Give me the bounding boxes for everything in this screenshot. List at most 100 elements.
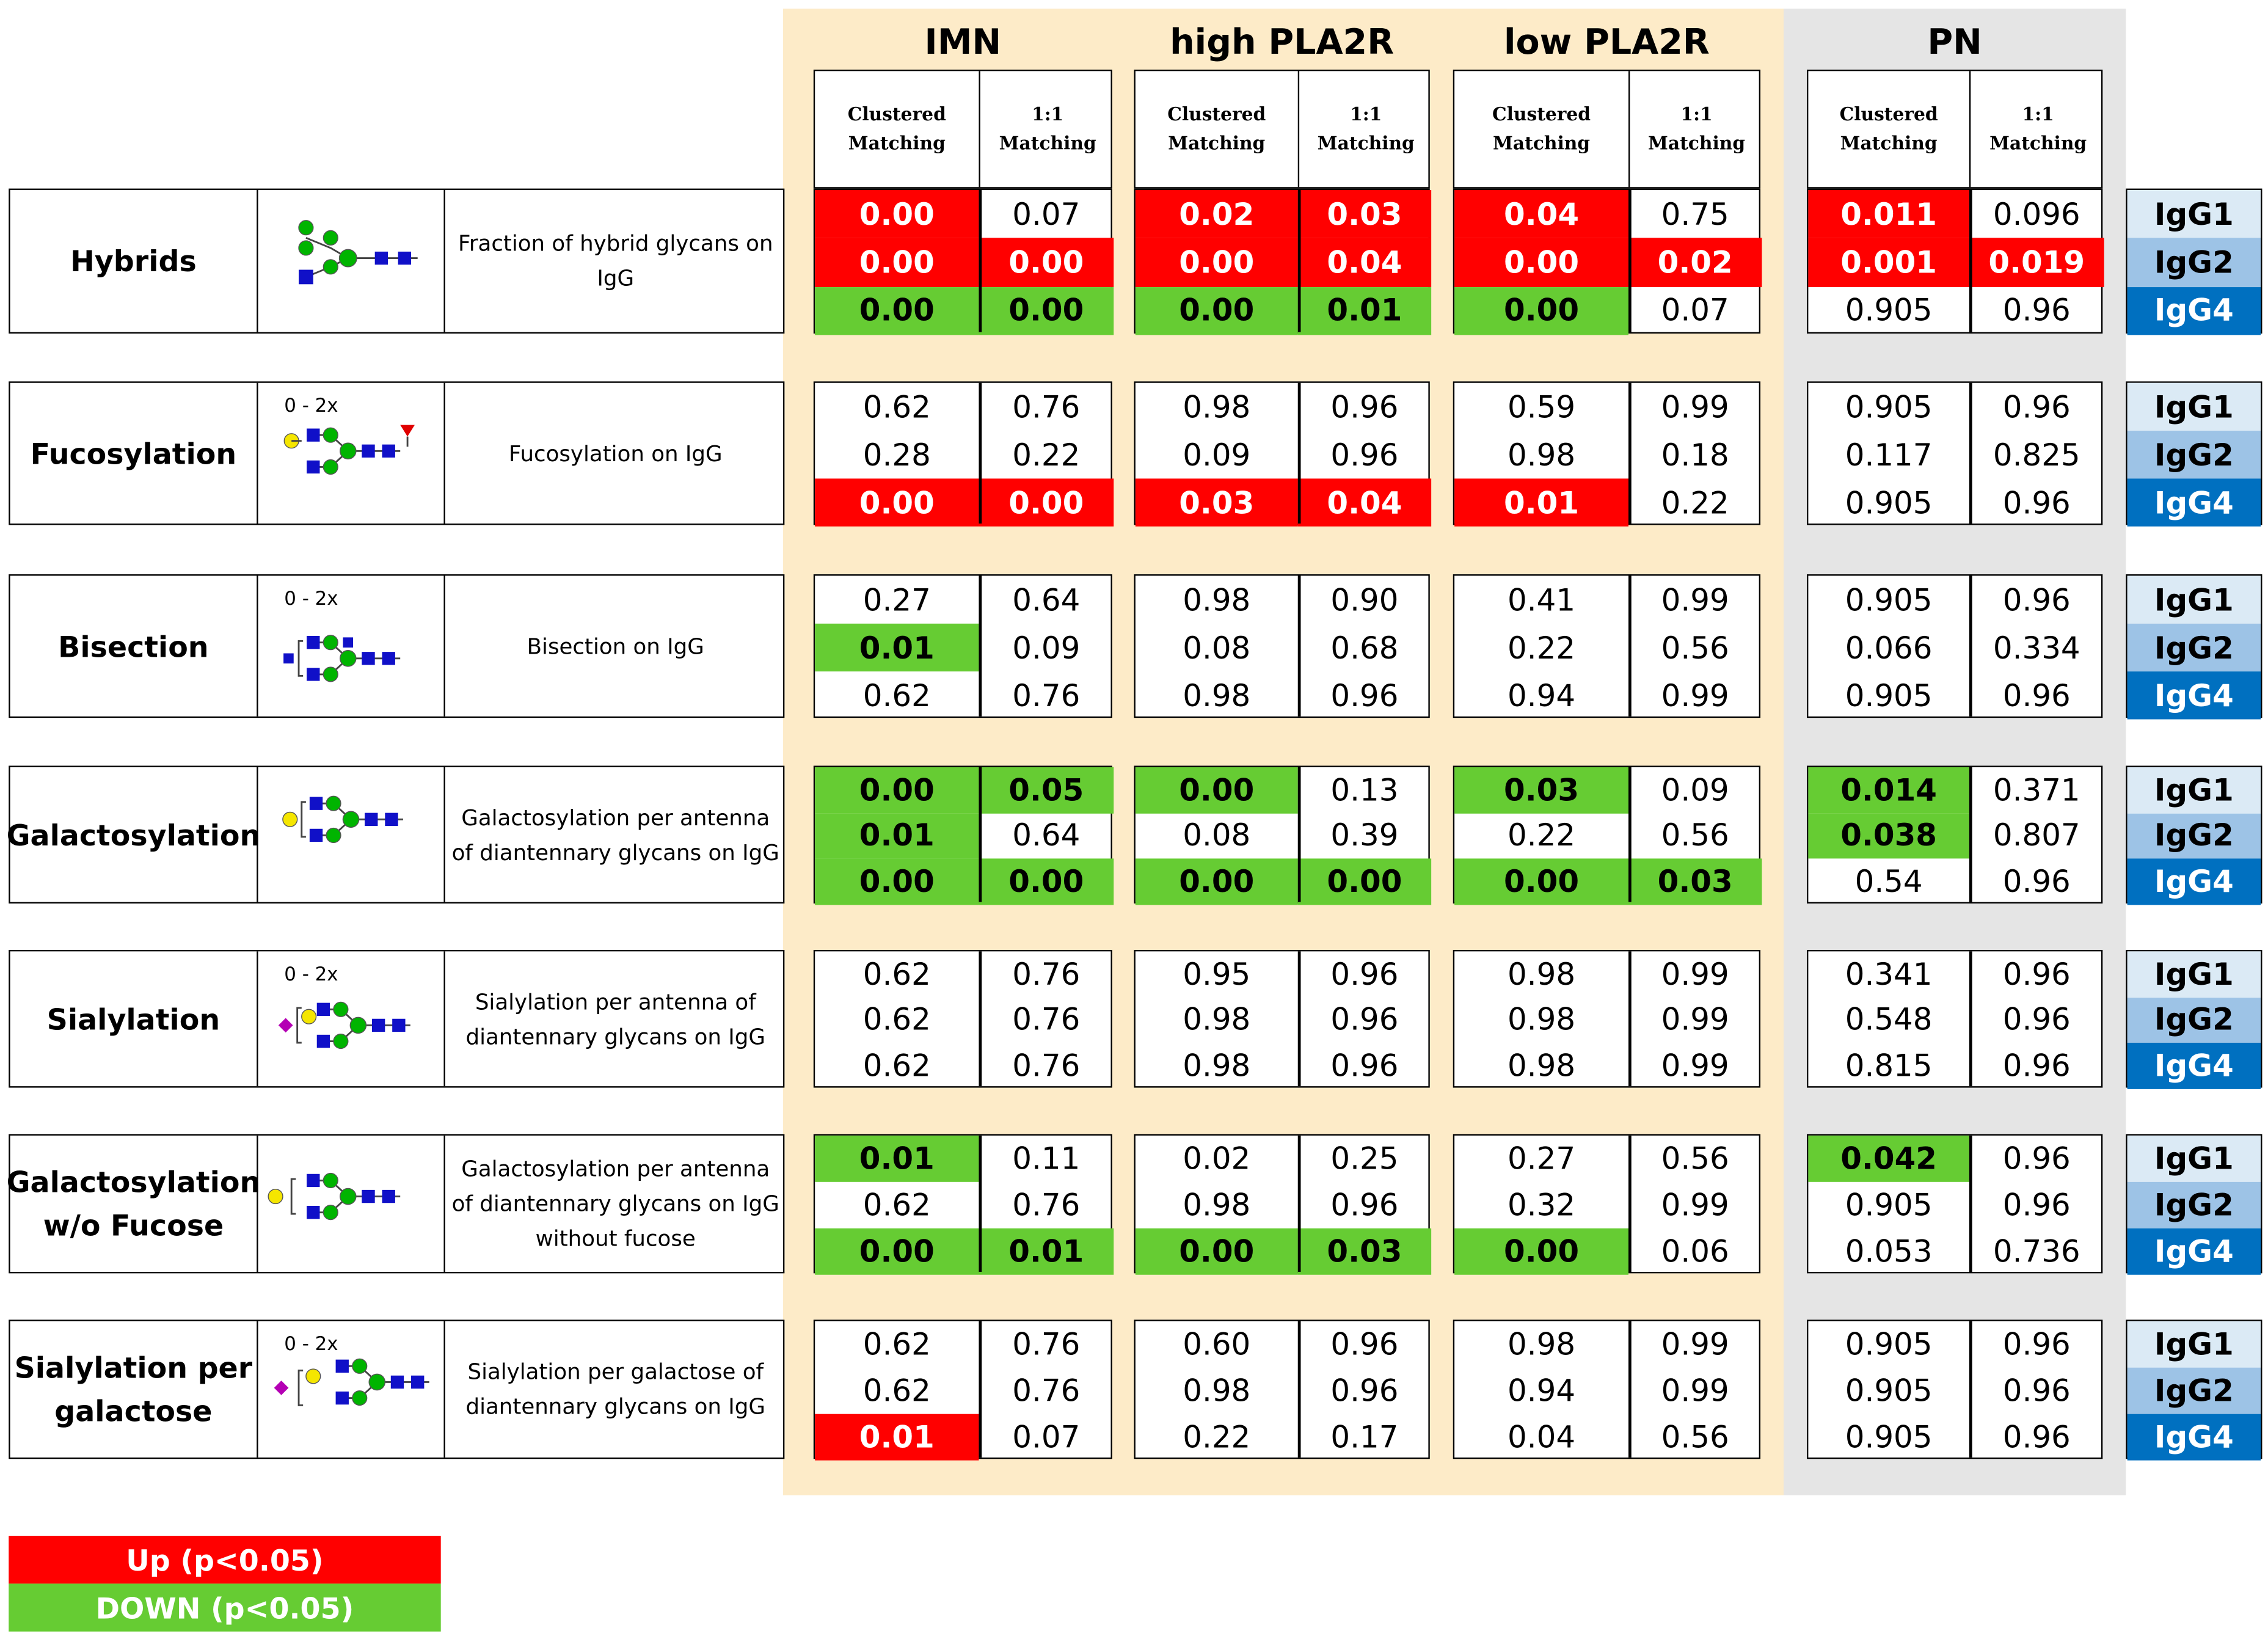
row-label: Fucosylation bbox=[30, 436, 237, 471]
isotype-igg4: IgG4 bbox=[2127, 1043, 2261, 1089]
value-cell: 0.03 bbox=[1454, 767, 1629, 813]
subheader-clustered-matching: Clustered Matching bbox=[1492, 103, 1591, 154]
column-divider bbox=[1628, 189, 1631, 332]
values-pn-hybrids: 0.011 0.096 0.001 0.019 0.905 0.96 bbox=[1807, 188, 2104, 334]
value-cell: 0.00 bbox=[1454, 859, 1629, 905]
value-cell: 0.99 bbox=[1661, 582, 1729, 618]
value-cell: 0.04 bbox=[1297, 478, 1432, 527]
value-cell: 0.98 bbox=[1183, 582, 1251, 618]
icon-multiplier-label: 0 - 2x bbox=[284, 395, 338, 417]
isotype-igg1: IgG1 bbox=[2127, 189, 2261, 239]
value-cell: 0.98 bbox=[1183, 1048, 1251, 1084]
value-cell: 0.98 bbox=[1508, 437, 1576, 472]
row-description: Sialylation per galactose of diantennary… bbox=[465, 1359, 766, 1420]
value-cell: 0.01 bbox=[1454, 478, 1629, 527]
group-title-low-pla2r: low PLA2R bbox=[1503, 21, 1710, 63]
value-cell: 0.815 bbox=[1845, 1048, 1933, 1084]
column-divider bbox=[1628, 767, 1631, 902]
values-high-pla2r-hybrids: 0.02 0.03 0.00 0.04 0.00 0.01 bbox=[1134, 188, 1432, 335]
value-cell: 0.98 bbox=[1183, 677, 1251, 713]
value-cell: 0.00 bbox=[979, 287, 1114, 335]
value-cell: 0.96 bbox=[2002, 677, 2071, 713]
isotype-igg4: IgG4 bbox=[2127, 1414, 2261, 1461]
subheader-high-pla2r: Clustered Matching 1:1 Matching bbox=[1134, 69, 1430, 189]
value-cell: 0.75 bbox=[1661, 197, 1729, 232]
subheader-clustered-matching: Clustered Matching bbox=[1167, 103, 1266, 154]
value-cell: 0.96 bbox=[2002, 1373, 2071, 1409]
values-high-pla2r-galactosylation-w-o-fucose: 0.02 0.25 0.98 0.96 0.00 0.03 bbox=[1134, 1134, 1432, 1275]
fucosylated-glycan-icon: 0 - 2x bbox=[257, 382, 445, 524]
row-description: Bisection on IgG bbox=[527, 633, 704, 659]
galactosylated-afucosylated-glycan-icon bbox=[257, 1135, 445, 1272]
values-imn-sialylation-per-galactose: 0.62 0.76 0.62 0.76 0.01 0.07 bbox=[813, 1320, 1112, 1461]
value-cell: 0.00 bbox=[1135, 767, 1298, 813]
glycan-structure-drawing bbox=[298, 220, 418, 285]
value-cell: 0.96 bbox=[2002, 1002, 2071, 1038]
value-cell: 0.68 bbox=[1330, 630, 1399, 665]
isotype-igg2: IgG2 bbox=[2127, 812, 2261, 860]
column-divider bbox=[979, 1135, 982, 1272]
value-cell: 0.06 bbox=[1661, 1234, 1729, 1269]
value-cell: 0.00 bbox=[1135, 287, 1298, 335]
value-cell: 0.07 bbox=[1012, 1420, 1081, 1455]
value-cell: 0.736 bbox=[1993, 1234, 2080, 1269]
value-cell: 0.371 bbox=[1993, 772, 2080, 808]
value-cell: 0.03 bbox=[1135, 478, 1298, 527]
isotype-igg4: IgG4 bbox=[2127, 478, 2261, 527]
isotype-igg2: IgG2 bbox=[2127, 431, 2261, 479]
isotype-igg1: IgG1 bbox=[2127, 1321, 2261, 1368]
value-cell: 0.25 bbox=[1330, 1141, 1399, 1177]
value-cell: 0.62 bbox=[862, 1048, 931, 1084]
value-cell: 0.96 bbox=[2002, 389, 2071, 425]
values-high-pla2r-sialylation-per-galactose: 0.60 0.96 0.98 0.96 0.22 0.17 bbox=[1134, 1320, 1430, 1459]
isotype-igg4: IgG4 bbox=[2127, 287, 2261, 335]
values-imn-galactosylation-w-o-fucose: 0.01 0.11 0.62 0.76 0.00 0.01 bbox=[813, 1134, 1114, 1275]
value-cell: 0.99 bbox=[1661, 1188, 1729, 1223]
isotype-igg4: IgG4 bbox=[2127, 671, 2261, 720]
value-cell: 0.00 bbox=[979, 238, 1114, 287]
value-cell: 0.28 bbox=[862, 437, 931, 472]
values-imn-fucosylation: 0.62 0.76 0.28 0.22 0.00 0.00 bbox=[813, 381, 1114, 527]
group-title-imn: IMN bbox=[924, 21, 1002, 63]
column-divider bbox=[1628, 1135, 1631, 1272]
value-cell: 0.00 bbox=[1454, 287, 1629, 335]
value-cell: 0.27 bbox=[862, 582, 931, 618]
column-divider bbox=[1628, 382, 1631, 524]
value-cell: 0.60 bbox=[1183, 1327, 1251, 1362]
isotype-igg2: IgG2 bbox=[2127, 1181, 2261, 1228]
glycan-structure-drawing bbox=[282, 795, 403, 844]
value-cell: 0.96 bbox=[1330, 957, 1399, 992]
isotype-labels: IgG1 IgG2 IgG4 bbox=[2126, 949, 2263, 1089]
value-cell: 0.117 bbox=[1845, 437, 1933, 472]
value-cell: 0.00 bbox=[815, 767, 979, 813]
isotype-labels: IgG1 IgG2 IgG4 bbox=[2126, 381, 2263, 527]
value-cell: 0.98 bbox=[1508, 1048, 1576, 1084]
value-cell: 0.96 bbox=[2002, 1188, 2071, 1223]
subheader-imn: Clustered Matching 1:1 Matching bbox=[813, 69, 1112, 189]
column-divider bbox=[1969, 767, 1972, 902]
sialylated-per-galactose-glycan-icon: 0 - 2x bbox=[257, 1321, 445, 1458]
galactosylated-glycan-icon bbox=[257, 767, 445, 902]
value-cell: 0.98 bbox=[1508, 1327, 1576, 1362]
row-info-fucosylation: Fucosylation 0 - 2x Fucosylation on IgG bbox=[9, 381, 785, 525]
value-cell: 0.98 bbox=[1183, 389, 1251, 425]
values-pn-galactosylation: 0.014 0.371 0.038 0.807 0.54 0.96 bbox=[1807, 765, 2103, 904]
isotype-igg1: IgG1 bbox=[2127, 951, 2261, 998]
values-pn-galactosylation-w-o-fucose: 0.042 0.96 0.905 0.96 0.053 0.736 bbox=[1807, 1134, 2103, 1274]
value-cell: 0.22 bbox=[1183, 1420, 1251, 1455]
value-cell: 0.96 bbox=[2002, 1327, 2071, 1362]
value-cell: 0.01 bbox=[1297, 287, 1432, 335]
values-pn-sialylation-per-galactose: 0.905 0.96 0.905 0.96 0.905 0.96 bbox=[1807, 1320, 2103, 1459]
value-cell: 0.96 bbox=[1330, 1188, 1399, 1223]
row-label: Sialylation bbox=[46, 1001, 221, 1037]
value-cell: 0.00 bbox=[815, 478, 979, 527]
column-divider bbox=[1297, 575, 1300, 717]
glycan-structure-drawing: 0 - 2x bbox=[283, 588, 401, 682]
values-pn-bisection: 0.905 0.96 0.066 0.334 0.905 0.96 bbox=[1807, 574, 2103, 718]
value-cell: 0.99 bbox=[1661, 677, 1729, 713]
value-cell: 0.09 bbox=[1183, 437, 1251, 472]
value-cell: 0.038 bbox=[1808, 812, 1969, 860]
value-cell: 0.98 bbox=[1183, 1002, 1251, 1038]
value-cell: 0.042 bbox=[1808, 1135, 1969, 1182]
